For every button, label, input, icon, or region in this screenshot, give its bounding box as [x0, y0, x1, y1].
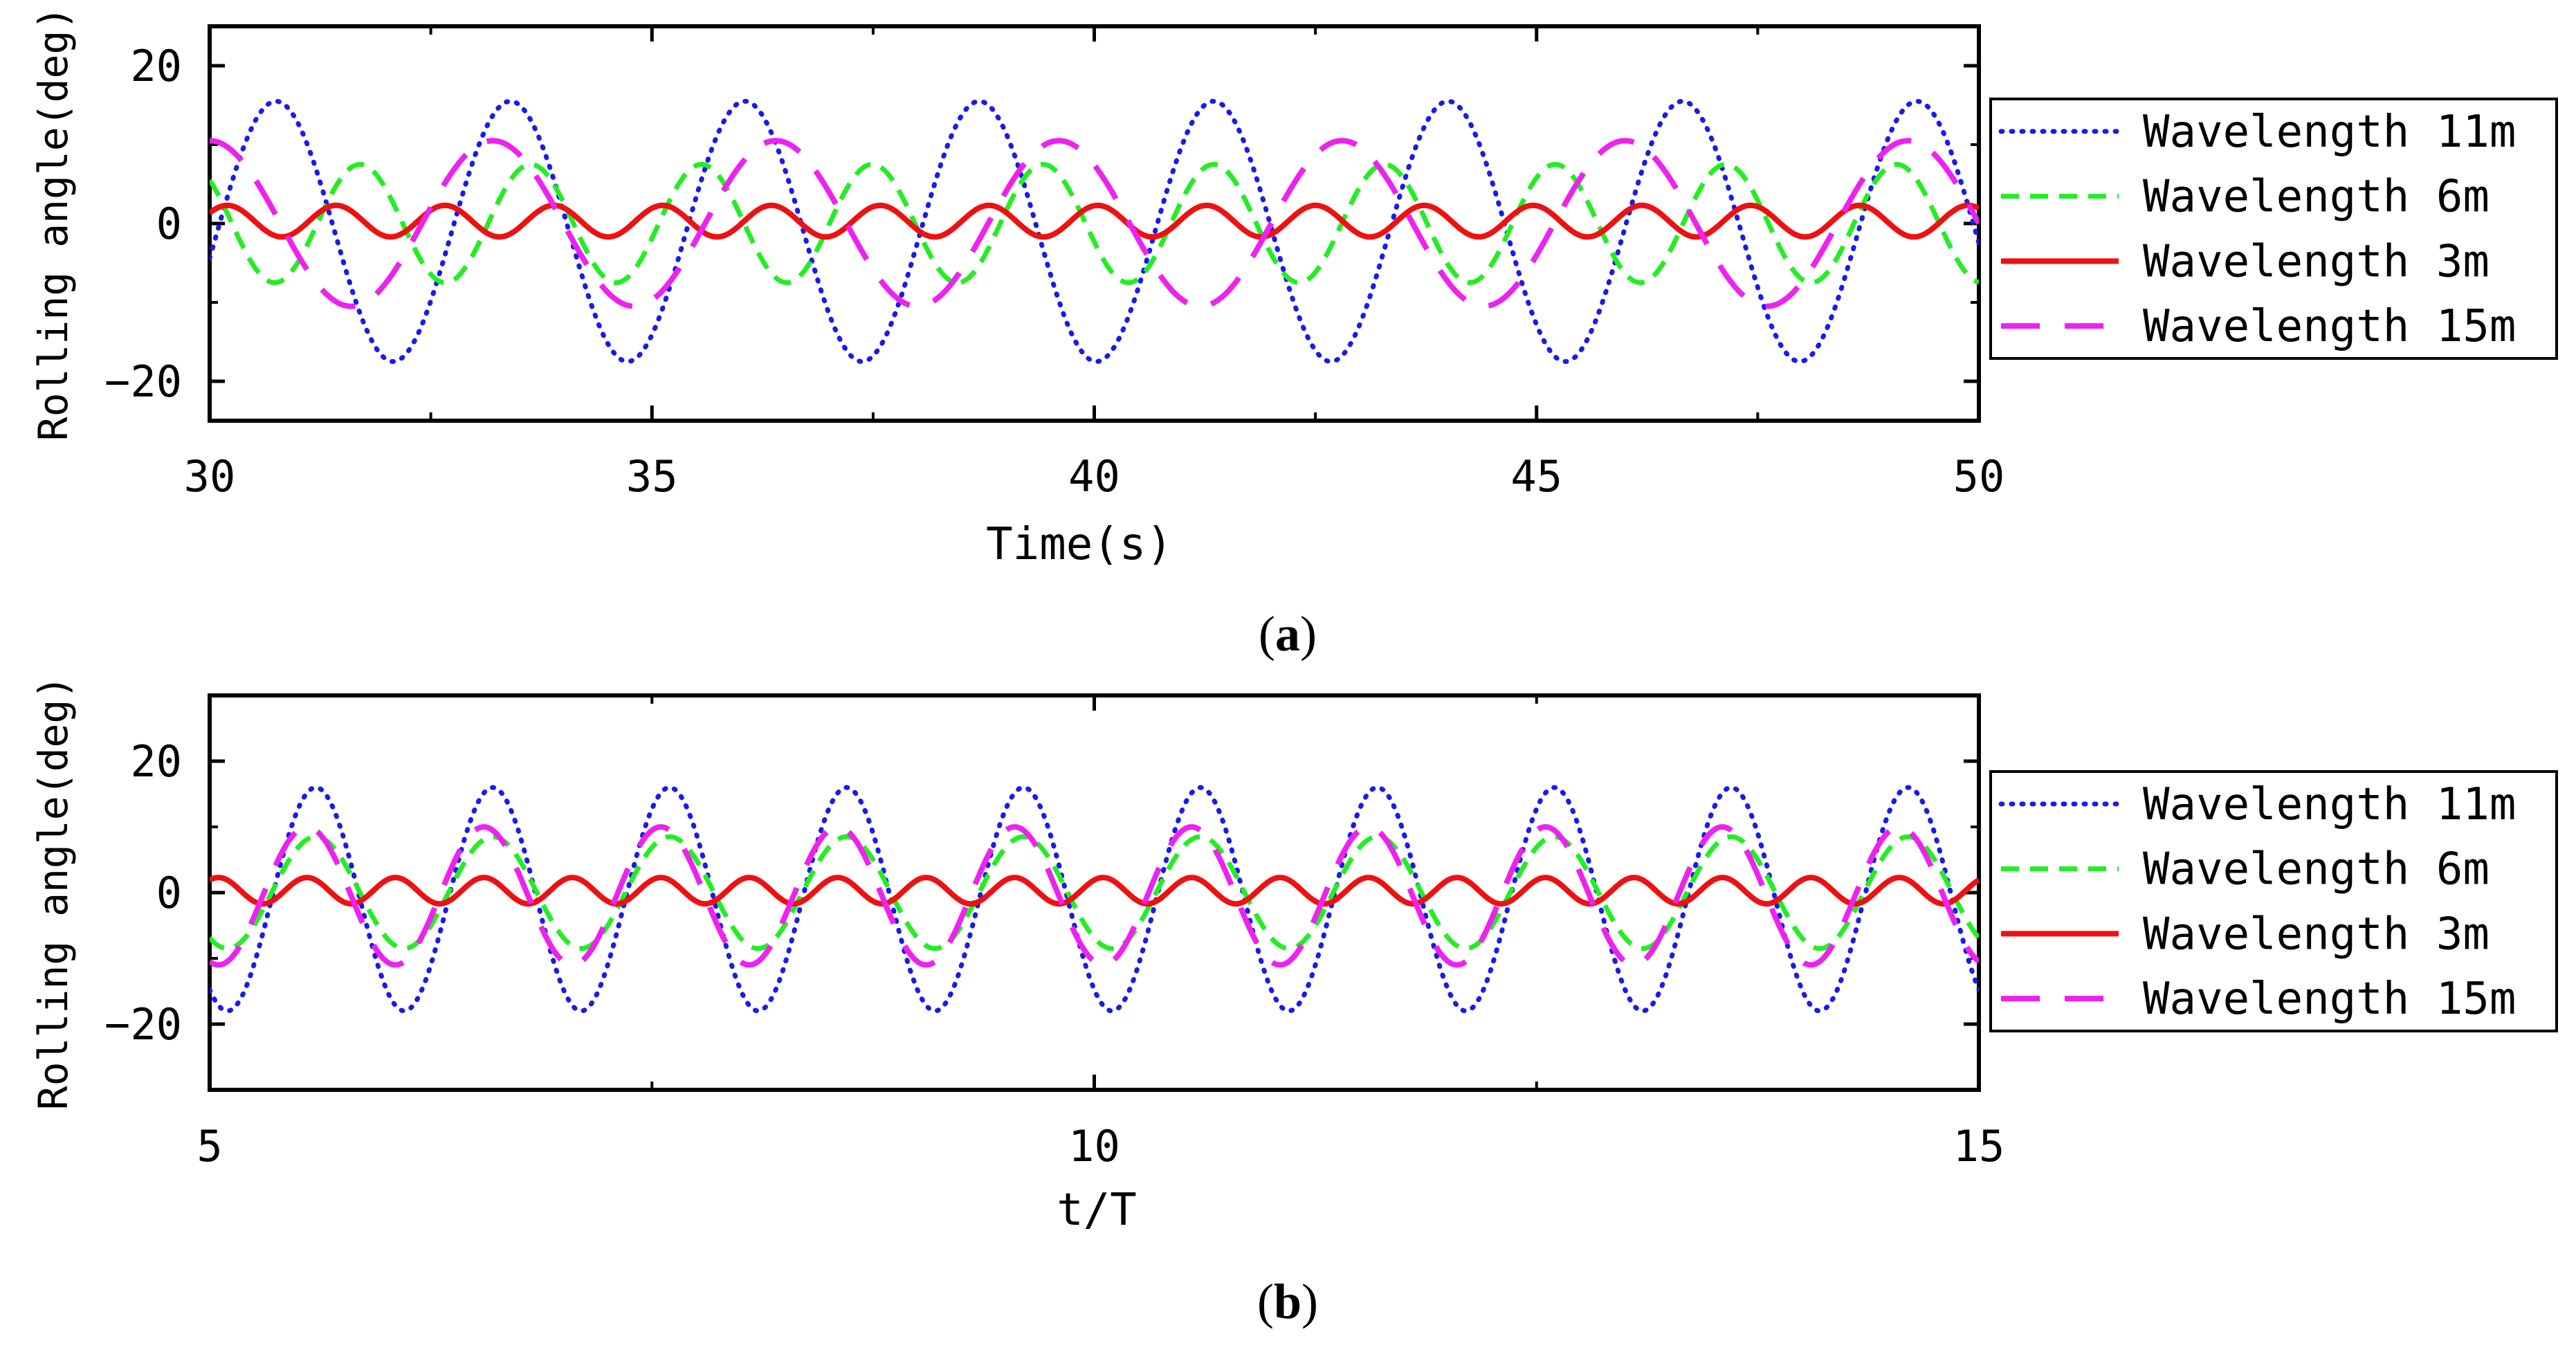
x-tick-label: 40	[1068, 451, 1120, 502]
panel-a-ylabel: Rolling angle(deg)	[30, 6, 77, 441]
legend-label: Wavelength 3m	[2143, 236, 2490, 287]
panel-b-label: (b)	[1257, 1274, 1318, 1329]
legend-label: Wavelength 15m	[2143, 974, 2516, 1025]
panel-a-ticks: 30 35 40 45 50 −20 0 20	[104, 26, 2004, 502]
x-tick-label: 15	[1953, 1121, 2005, 1171]
legend-label: Wavelength 11m	[2143, 779, 2516, 830]
y-tick-label: 20	[130, 41, 182, 91]
x-tick-label: 5	[197, 1121, 222, 1171]
series-line-wavelength-3m	[210, 875, 1979, 907]
panel-a: 30 35 40 45 50 −20 0 20 Rolling angle(deg) Time…	[30, 6, 2558, 662]
y-tick-label: −20	[104, 999, 182, 1050]
panel-a-series	[210, 98, 1979, 365]
series-line-wavelength-15m	[210, 138, 1979, 309]
x-tick-label: 45	[1510, 451, 1562, 502]
panel-b: 5 10 15 −20 0 20 Rolling angle(deg) t/T Wavel…	[30, 675, 2558, 1329]
legend-label: Wavelength 3m	[2143, 909, 2490, 960]
panel-b-xlabel: t/T	[1057, 1185, 1137, 1236]
legend-label: Wavelength 6m	[2143, 844, 2490, 895]
panel-a-label: (a)	[1259, 606, 1317, 662]
y-tick-label: 0	[156, 868, 182, 918]
y-tick-label: 20	[130, 736, 182, 787]
series-line-wavelength-3m	[210, 202, 1979, 240]
series-line-wavelength-15m	[210, 824, 1979, 968]
panel-a-legend: Wavelength 11m Wavelength 6m Wavelength 3m…	[1998, 107, 2516, 352]
x-tick-label: 30	[184, 451, 236, 502]
panel-a-letter: a	[1275, 606, 1300, 662]
y-tick-label: 0	[156, 199, 182, 249]
x-tick-label: 50	[1953, 451, 2005, 502]
y-tick-label: −20	[104, 356, 182, 407]
panel-b-legend-box	[1989, 770, 2558, 1032]
panel-b-ylabel: Rolling angle(deg)	[30, 675, 77, 1111]
legend-label: Wavelength 11m	[2143, 107, 2516, 158]
panel-a-xlabel: Time(s)	[986, 519, 1173, 570]
x-tick-label: 35	[626, 451, 678, 502]
x-tick-label: 10	[1068, 1121, 1120, 1171]
panel-b-legend: Wavelength 11m Wavelength 6m Wavelength 3m…	[1998, 779, 2516, 1025]
series-line-wavelength-6m	[210, 161, 1979, 286]
legend-label: Wavelength 6m	[2143, 172, 2490, 223]
panel-b-series	[210, 785, 1979, 1014]
panel-b-letter: b	[1274, 1274, 1301, 1329]
panel-a-legend-box	[1989, 98, 2558, 360]
legend-label: Wavelength 15m	[2143, 301, 2516, 352]
series-line-wavelength-11m	[210, 98, 1979, 365]
